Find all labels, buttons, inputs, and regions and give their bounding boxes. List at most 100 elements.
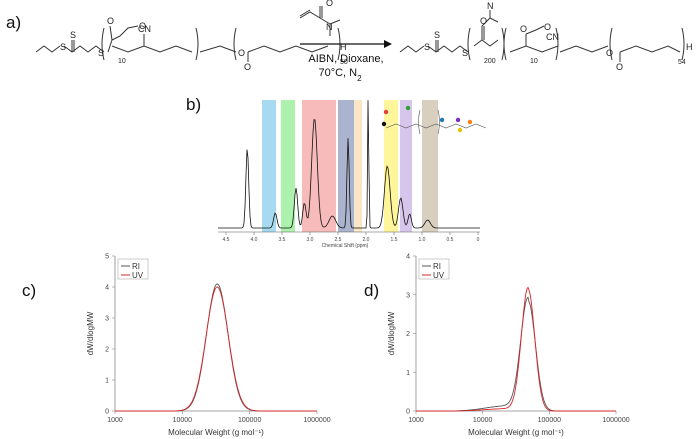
- nmr-assignment-marker: [467, 119, 473, 125]
- y-tick-label: 4: [406, 254, 410, 261]
- conditions-subscript: 2: [357, 74, 362, 83]
- legend-box: [117, 258, 149, 280]
- product-atom-o3: O: [544, 22, 551, 32]
- conditions-line1: AIBN, Dioxane,: [308, 53, 383, 65]
- y-tick-label: 0: [105, 409, 109, 416]
- legend-label: UV: [132, 271, 144, 280]
- nmr-assignment-marker: [455, 117, 461, 123]
- nmr-band-7: [400, 100, 412, 232]
- panel-label-b: b): [186, 95, 201, 114]
- y-tick-label: 1: [105, 378, 109, 385]
- gpc-chart-d: 1000 10000 100000 1000000 0 1 2 3 4 Molecular Wei…: [387, 254, 630, 438]
- monomer-atom-n: N: [326, 22, 333, 32]
- product-atom-o4: O: [606, 48, 613, 58]
- reaction-arrow: [300, 40, 392, 48]
- series-line-ri: [416, 296, 616, 412]
- y-tick-label: 1: [406, 370, 410, 377]
- product-subscript-200: 200: [484, 58, 496, 65]
- nmr-band-1: [262, 100, 276, 232]
- nmr-tick-label: 0: [477, 237, 480, 243]
- x-tick-label: 1000000: [303, 417, 330, 424]
- x-axis-label: Molecular Weight (g mol⁻¹): [468, 428, 564, 437]
- nmr-band-2: [281, 100, 295, 232]
- nmr-tick-label: 1.0: [419, 237, 426, 243]
- series-line-uv: [416, 286, 616, 412]
- conditions-temp-solvent: 70°C, N: [318, 67, 357, 79]
- x-axis-label: Molecular Weight (g mol⁻¹): [168, 428, 264, 437]
- product-atom-o1: O: [480, 16, 487, 26]
- nmr-tick-label: 4.5: [223, 237, 230, 243]
- nmr-assignment-marker: [383, 109, 389, 115]
- x-tick-label: 10000: [473, 417, 493, 424]
- nmr-tick-labels: 4.5 4.0 3.5 3.0 2.5 2.0 1.5 1.0 0.5 0: [223, 232, 480, 243]
- nmr-assignment-markers: [381, 105, 473, 133]
- reactant-atom-s2: S: [70, 30, 76, 40]
- x-tick-label: 1000: [408, 417, 424, 424]
- product-subscript-54: 54: [678, 59, 686, 66]
- product-atom-o5: O: [616, 62, 623, 72]
- nmr-x-axis-label: Chemical Shift (ppm): [322, 243, 369, 249]
- nmr-tick-label: 3.0: [307, 237, 314, 243]
- nmr-assignment-marker: [381, 121, 387, 127]
- nmr-assignment-marker: [405, 105, 411, 111]
- panel-label-a: a): [6, 13, 21, 32]
- monomer-structure: [299, 6, 341, 36]
- nmr-tick-label: 2.0: [363, 237, 370, 243]
- panel-label-d: d): [364, 281, 379, 300]
- y-tick-label: 2: [406, 331, 410, 338]
- panel-label-c: c): [22, 281, 36, 300]
- conditions-line2: 70°C, N2: [318, 67, 362, 83]
- product-subscript-10: 10: [530, 58, 538, 65]
- product-cn: CN: [546, 32, 559, 42]
- x-tick-label: 10000: [173, 417, 193, 424]
- y-tick-label: 2: [105, 347, 109, 354]
- nmr-band-8: [422, 100, 438, 232]
- product-atom-n: N: [487, 1, 494, 11]
- reactant-atom-o4: O: [244, 62, 251, 72]
- nmr-assignment-marker: [457, 127, 463, 133]
- nmr-tick-label: 0.5: [447, 237, 454, 243]
- reactant-atom-o1: O: [107, 16, 114, 26]
- nmr-structure-inset: [385, 109, 487, 135]
- reactant-atom-s3: S: [98, 48, 104, 58]
- reactant-structure: [35, 25, 341, 62]
- reactant-cn: CN: [138, 24, 151, 34]
- nmr-highlight-bands: [262, 100, 438, 232]
- product-atom-s3: S: [462, 48, 468, 58]
- y-tick-label: 3: [406, 292, 410, 299]
- nmr-tick-label: 4.0: [251, 237, 258, 243]
- product-atom-o2: O: [520, 24, 527, 34]
- reactant-end-h: H: [340, 42, 347, 52]
- gpc-chart-c: 1000 10000 100000 1000000 0 1 2 3 4 5 Molecular We…: [86, 254, 331, 438]
- nmr-spectrum-trace: [218, 100, 480, 229]
- nmr-band-5: [354, 100, 362, 232]
- reactant-subscript-10: 10: [118, 58, 126, 65]
- legend-label: UV: [433, 271, 445, 280]
- reactant-subscript-50: 50: [340, 59, 348, 66]
- nmr-tick-label: 1.5: [391, 237, 398, 243]
- product-end-h: H: [686, 42, 693, 52]
- reactant-atom-o3: O: [238, 48, 245, 58]
- nmr-band-3: [302, 100, 336, 232]
- legend-label: RI: [433, 262, 441, 271]
- x-tick-label: 100000: [538, 417, 561, 424]
- nmr-band-6: [384, 100, 398, 232]
- x-tick-label: 1000: [107, 417, 123, 424]
- y-tick-label: 0: [406, 409, 410, 416]
- product-atom-s2: S: [434, 30, 440, 40]
- nmr-tick-label: 3.5: [279, 237, 286, 243]
- y-tick-label: 3: [105, 316, 109, 323]
- product-atom-s1: S: [424, 42, 430, 52]
- legend-box: [418, 258, 450, 280]
- series-line-ri: [115, 283, 317, 412]
- monomer-atom-o: O: [326, 0, 333, 8]
- legend-label: RI: [132, 262, 140, 271]
- nmr-tick-label: 2.5: [335, 237, 342, 243]
- series-line-uv: [115, 286, 317, 412]
- reactant-atom-o2: O: [139, 21, 146, 31]
- reactant-atom-s1: S: [60, 42, 66, 52]
- x-tick-label: 1000000: [602, 417, 629, 424]
